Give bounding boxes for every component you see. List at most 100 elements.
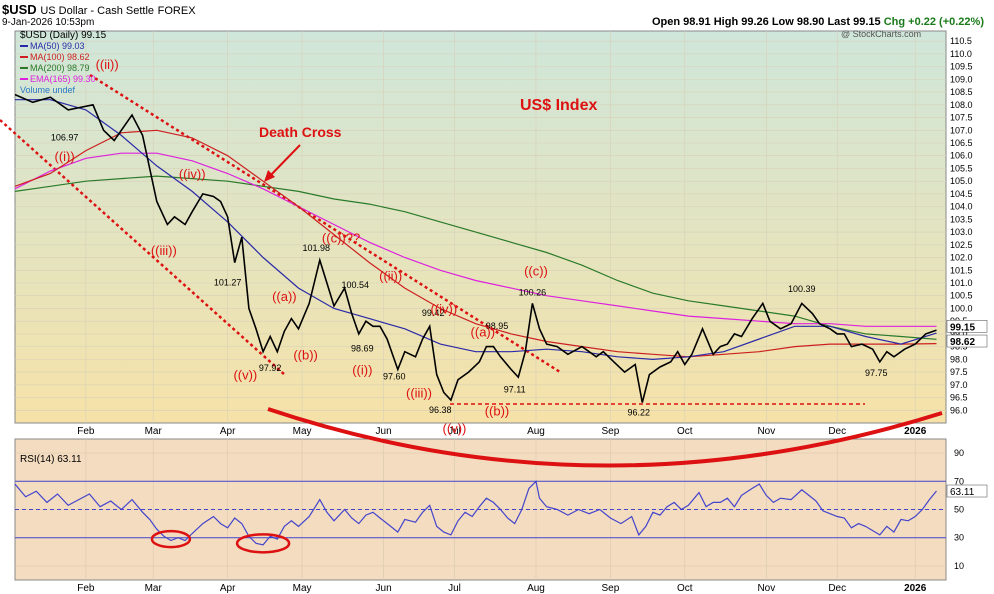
y-tick-label: 109.0 — [950, 74, 973, 84]
rsi-x-tick-label: Mar — [145, 583, 163, 594]
wave-label: ((iii)) — [406, 386, 432, 401]
x-tick-label: May — [293, 426, 312, 437]
wave-label: ((iv)) — [430, 302, 457, 317]
rsi-current-box — [946, 484, 988, 498]
y-tick-label: 110.5 — [950, 36, 972, 46]
ma100-tag-box — [946, 334, 988, 348]
y-tick-label: 104.5 — [950, 189, 973, 199]
x-tick-label: Nov — [757, 426, 775, 437]
legend-title: $USD (Daily) 99.15 — [20, 30, 107, 41]
y-tick-label: 105.0 — [950, 176, 973, 186]
price-label: 100.39 — [788, 284, 816, 294]
legend-volume: Volume undef — [20, 85, 76, 95]
price-line — [14, 93, 937, 403]
chart-date: 9-Jan-2026 10:53pm — [2, 17, 95, 28]
price-panel — [14, 30, 947, 424]
y-tick-label: 102.5 — [950, 240, 973, 250]
wave-label: ((v)) — [233, 368, 257, 383]
x-tick-label: Sep — [602, 426, 620, 437]
y-tick-label: 107.5 — [950, 113, 973, 123]
rsi-title: RSI(14) 63.11 — [20, 454, 82, 465]
legend-ema165: EMA(165) 99.30 — [30, 74, 96, 84]
wave-label: ((v)) — [443, 421, 467, 436]
rsi-tick-label: 10 — [954, 561, 964, 571]
rsi-x-tick-label: Apr — [220, 583, 236, 594]
price-label: 100.26 — [519, 288, 547, 298]
chart-header: $USD US Dollar - Cash Settle FOREX 9-Jan… — [0, 0, 994, 30]
price-label: 97.60 — [383, 372, 406, 382]
y-tick-label: 106.5 — [950, 138, 973, 148]
ma50-line — [15, 99, 937, 361]
ma100-line — [14, 129, 937, 358]
x-tick-label: Apr — [220, 426, 236, 437]
y-tick-label: 100.5 — [950, 291, 973, 301]
y-tick-label: 105.5 — [950, 163, 973, 173]
y-tick-label: 97.5 — [950, 367, 968, 377]
price-label: 99.42 — [422, 308, 445, 318]
wave-label: ((iv)) — [179, 167, 206, 182]
y-tick-label: 100.0 — [950, 303, 973, 313]
y-tick-label: 106.0 — [950, 151, 973, 161]
x-tick-label: 2026 — [904, 426, 927, 437]
rsi-x-tick-label: Nov — [757, 583, 775, 594]
x-tick-label: Jun — [376, 426, 392, 437]
rsi-x-tick-label: Dec — [828, 583, 846, 594]
wave-label: ((i)) — [352, 363, 372, 378]
y-tick-label: 97.0 — [950, 380, 968, 390]
legend-ma200: MA(200) 98.79 — [30, 63, 90, 73]
downtrend-line — [89, 73, 561, 374]
y-tick-label: 107.0 — [950, 125, 973, 135]
price-label: 96.38 — [429, 405, 452, 415]
ma200-line — [14, 175, 937, 340]
wave-label: ((b)) — [485, 403, 510, 418]
rsi-tick-label: 70 — [954, 476, 964, 486]
rsi-x-tick-label: Oct — [677, 583, 693, 594]
y-tick-label: 104.0 — [950, 202, 973, 212]
death-cross-arrow-head — [264, 170, 275, 182]
rsi-tick-label: 90 — [954, 448, 964, 458]
wave-label: ((ii)) — [379, 268, 402, 283]
y-tick-label: 109.5 — [950, 62, 973, 72]
rsi-line — [14, 480, 937, 546]
watermark: @ StockCharts.com — [841, 29, 921, 39]
price-label: 97.75 — [865, 368, 888, 378]
price-label: 101.98 — [302, 243, 330, 253]
rsi-x-tick-label: Feb — [77, 583, 95, 594]
death-cross-arrow-line — [267, 144, 301, 179]
chart-symbol-title: $USD US Dollar - Cash Settle FOREX — [2, 2, 196, 17]
ma100-tag: 98.62 — [950, 337, 975, 348]
rsi-x-tick-label: May — [293, 583, 312, 594]
wave-label: ((a)) — [272, 289, 297, 304]
wave-label: ((iii)) — [151, 243, 177, 258]
y-tick-label: 103.5 — [950, 214, 973, 224]
y-tick-label: 96.0 — [950, 405, 968, 415]
ema165-line — [14, 152, 937, 327]
rsi-x-tick-label: Sep — [602, 583, 620, 594]
wave-label: ((ii)) — [96, 57, 119, 72]
price-label: 97.92 — [259, 363, 282, 373]
x-tick-label: Oct — [677, 426, 693, 437]
rsi-tick-label: 50 — [954, 505, 964, 515]
wave-label: ((i)) — [55, 149, 75, 164]
legend-ma100: MA(100) 98.62 — [30, 52, 90, 62]
y-tick-label: 108.0 — [950, 100, 973, 110]
rsi-x-tick-label: Jul — [448, 583, 461, 594]
y-tick-label: 103.0 — [950, 227, 973, 237]
x-tick-label: Feb — [77, 426, 95, 437]
x-tick-label: Aug — [527, 426, 545, 437]
price-label: 98.95 — [486, 321, 509, 331]
ohlc-readout: Open 98.91 High 99.26 Low 98.90 Last 99.… — [651, 16, 984, 28]
wave-label: ((b)) — [293, 347, 318, 362]
x-tick-label: Dec — [828, 426, 846, 437]
price-label: 100.54 — [341, 280, 369, 290]
rsi-x-tick-label: Jun — [376, 583, 392, 594]
price-label: 97.11 — [504, 384, 526, 394]
x-tick-label: Mar — [145, 426, 163, 437]
price-label: 98.69 — [351, 344, 374, 354]
rsi-x-tick-label: Aug — [527, 583, 545, 594]
legend: MA(50) 99.03 MA(100) 98.62 MA(200) 98.79… — [20, 41, 96, 95]
saucer-arc — [267, 407, 943, 468]
y-tick-label: 110.0 — [950, 49, 972, 59]
y-tick-label: 108.5 — [950, 87, 973, 97]
y-tick-label: 101.5 — [950, 265, 973, 275]
